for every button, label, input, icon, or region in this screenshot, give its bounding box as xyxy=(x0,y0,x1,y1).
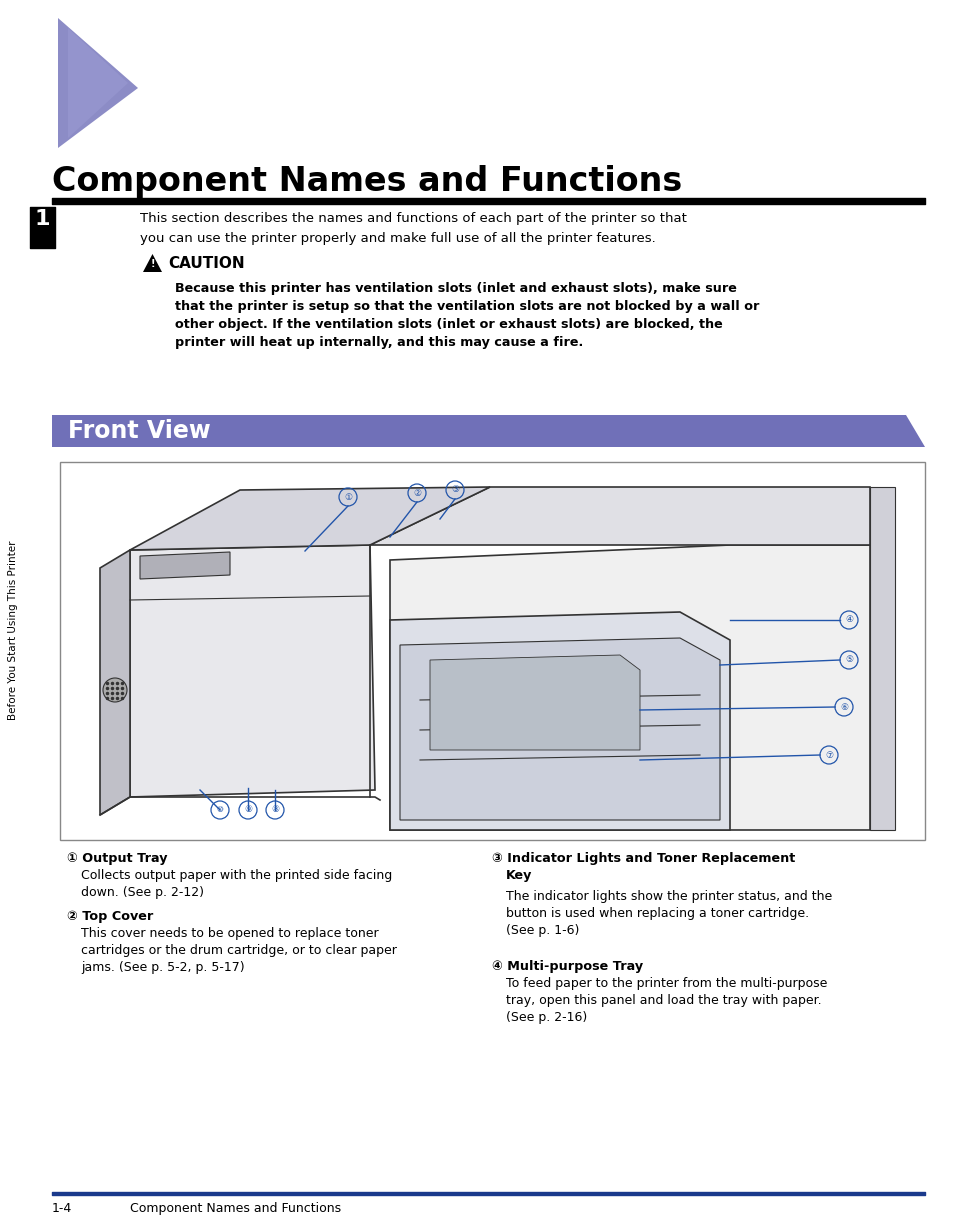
Text: 1: 1 xyxy=(34,209,50,229)
Text: ③ Indicator Lights and Toner Replacement: ③ Indicator Lights and Toner Replacement xyxy=(492,852,795,865)
Text: ④: ④ xyxy=(844,616,852,625)
Text: that the printer is setup so that the ventilation slots are not blocked by a wal: that the printer is setup so that the ve… xyxy=(174,299,759,313)
Polygon shape xyxy=(390,545,869,829)
Text: To feed paper to the printer from the multi-purpose: To feed paper to the printer from the mu… xyxy=(505,977,826,990)
Text: tray, open this panel and load the tray with paper.: tray, open this panel and load the tray … xyxy=(505,994,821,1007)
Text: other object. If the ventilation slots (inlet or exhaust slots) are blocked, the: other object. If the ventilation slots (… xyxy=(174,318,722,331)
Text: (See p. 1-6): (See p. 1-6) xyxy=(505,924,578,937)
Text: cartridges or the drum cartridge, or to clear paper: cartridges or the drum cartridge, or to … xyxy=(81,944,396,957)
Text: ②: ② xyxy=(413,488,420,497)
Text: ① Output Tray: ① Output Tray xyxy=(67,852,168,865)
Text: This cover needs to be opened to replace toner: This cover needs to be opened to replace… xyxy=(81,928,378,940)
Text: This section describes the names and functions of each part of the printer so th: This section describes the names and fun… xyxy=(140,212,686,225)
Text: ③: ③ xyxy=(451,486,458,494)
Text: button is used when replacing a toner cartridge.: button is used when replacing a toner ca… xyxy=(505,907,808,920)
Text: Component Names and Functions: Component Names and Functions xyxy=(52,164,681,198)
Polygon shape xyxy=(100,550,130,815)
Text: 1-4: 1-4 xyxy=(52,1202,72,1215)
Text: ② Top Cover: ② Top Cover xyxy=(67,910,153,923)
Text: ④ Multi-purpose Tray: ④ Multi-purpose Tray xyxy=(492,960,642,973)
Polygon shape xyxy=(390,612,729,829)
Text: Before You Start Using This Printer: Before You Start Using This Printer xyxy=(8,540,18,720)
Text: Because this printer has ventilation slots (inlet and exhaust slots), make sure: Because this printer has ventilation slo… xyxy=(174,282,736,294)
Polygon shape xyxy=(370,487,869,545)
Text: CAUTION: CAUTION xyxy=(168,256,244,271)
Text: ⑩: ⑩ xyxy=(216,805,223,815)
Text: ⑤: ⑤ xyxy=(844,655,852,665)
Text: you can use the printer properly and make full use of all the printer features.: you can use the printer properly and mak… xyxy=(140,232,655,245)
Polygon shape xyxy=(430,655,639,750)
Polygon shape xyxy=(68,28,128,137)
Text: Front View: Front View xyxy=(68,418,211,443)
Text: Key: Key xyxy=(505,869,532,882)
Text: down. (See p. 2-12): down. (See p. 2-12) xyxy=(81,886,204,899)
Polygon shape xyxy=(399,638,720,820)
Text: ⑧: ⑧ xyxy=(271,805,279,815)
Circle shape xyxy=(103,679,127,702)
Text: ⑦: ⑦ xyxy=(824,751,832,760)
Text: ⑥: ⑥ xyxy=(839,703,847,712)
Text: jams. (See p. 5-2, p. 5-17): jams. (See p. 5-2, p. 5-17) xyxy=(81,961,244,974)
Polygon shape xyxy=(52,415,924,447)
Text: ①: ① xyxy=(344,492,352,502)
Text: !: ! xyxy=(150,259,154,269)
Polygon shape xyxy=(140,552,230,579)
Polygon shape xyxy=(58,18,138,148)
FancyBboxPatch shape xyxy=(60,463,924,840)
Text: The indicator lights show the printer status, and the: The indicator lights show the printer st… xyxy=(505,890,831,903)
Polygon shape xyxy=(143,254,162,272)
Polygon shape xyxy=(869,487,894,829)
Text: (See p. 2-16): (See p. 2-16) xyxy=(505,1011,587,1025)
Text: Component Names and Functions: Component Names and Functions xyxy=(130,1202,341,1215)
Text: printer will heat up internally, and this may cause a fire.: printer will heat up internally, and thi… xyxy=(174,336,582,348)
Text: Collects output paper with the printed side facing: Collects output paper with the printed s… xyxy=(81,869,392,882)
Polygon shape xyxy=(130,545,375,798)
Text: ⑨: ⑨ xyxy=(244,805,252,815)
Polygon shape xyxy=(130,487,490,550)
